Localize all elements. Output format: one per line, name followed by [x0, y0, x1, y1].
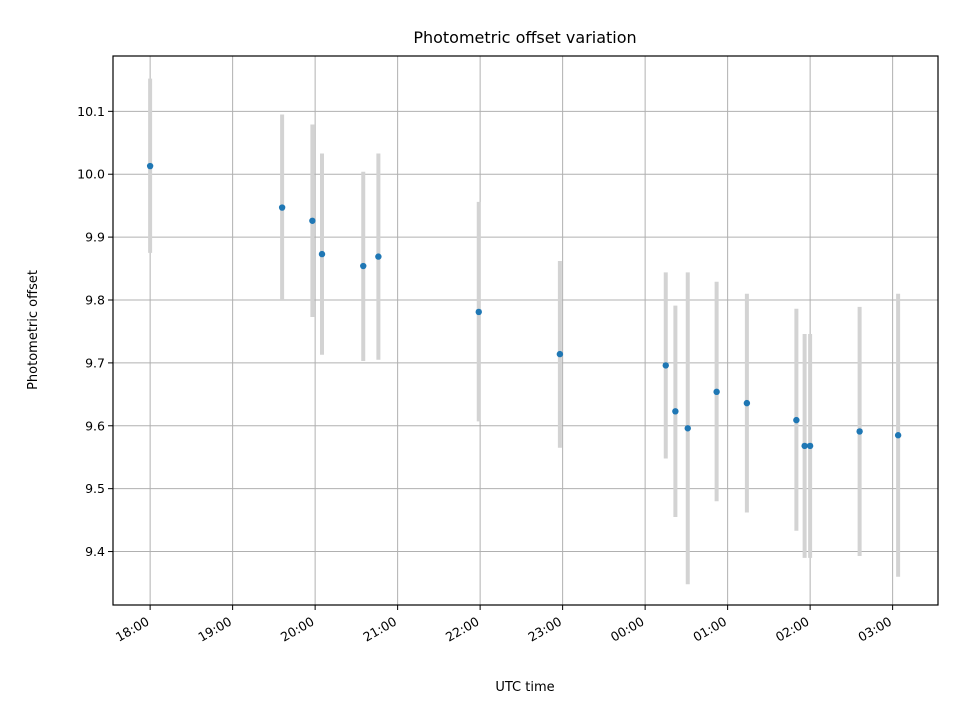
- data-point: [556, 350, 564, 358]
- y-tick-label: 10.1: [77, 104, 105, 119]
- x-axis-label: UTC time: [495, 680, 554, 695]
- data-points: [146, 162, 902, 450]
- x-tick-label: 20:00: [278, 614, 317, 645]
- x-tick-label: 19:00: [195, 614, 234, 645]
- data-point: [806, 442, 814, 450]
- data-point: [278, 204, 286, 211]
- data-point: [375, 253, 382, 260]
- plot-frame: [112, 55, 939, 606]
- data-point: [793, 416, 800, 424]
- data-point: [309, 217, 316, 224]
- data-point: [713, 388, 720, 396]
- data-point: [360, 262, 367, 270]
- x-axis-ticks: 18:00 19:00 20:00 21:00 22:00 23:00 00:00 01:00…: [113, 605, 894, 645]
- data-point: [743, 399, 751, 407]
- data-point: [672, 408, 679, 415]
- x-tick-label: 02:00: [773, 614, 812, 645]
- error-bars: [148, 78, 901, 585]
- y-tick-label: 9.7: [85, 355, 105, 370]
- y-tick-label: 10.0: [77, 167, 105, 182]
- y-axis-label: Photometric offset: [26, 270, 41, 390]
- x-tick-label: 01:00: [690, 614, 729, 645]
- x-tick-label: 22:00: [443, 614, 482, 645]
- data-point: [684, 425, 691, 432]
- data-point: [662, 362, 669, 369]
- data-point: [475, 308, 482, 316]
- data-point: [318, 250, 326, 258]
- y-tick-label: 9.8: [85, 293, 105, 308]
- y-tick-label: 9.9: [85, 230, 105, 245]
- y-tick-label: 9.4: [85, 544, 105, 559]
- x-tick-label: 00:00: [608, 614, 647, 645]
- chart-title: Photometric offset variation: [413, 28, 636, 47]
- data-point: [146, 162, 154, 170]
- grid: [113, 56, 938, 605]
- x-tick-label: 18:00: [113, 614, 152, 645]
- y-tick-label: 9.5: [85, 481, 105, 496]
- x-tick-label: 23:00: [525, 614, 564, 645]
- y-axis-ticks: 9.4 9.5 9.6 9.7 9.8 9.9 10.0 10.1: [77, 104, 113, 559]
- data-point: [894, 432, 902, 439]
- x-tick-label: 03:00: [855, 614, 894, 645]
- data-point: [856, 428, 863, 435]
- y-tick-label: 9.6: [85, 418, 105, 433]
- x-tick-label: 21:00: [360, 614, 399, 645]
- data-point: [801, 442, 808, 450]
